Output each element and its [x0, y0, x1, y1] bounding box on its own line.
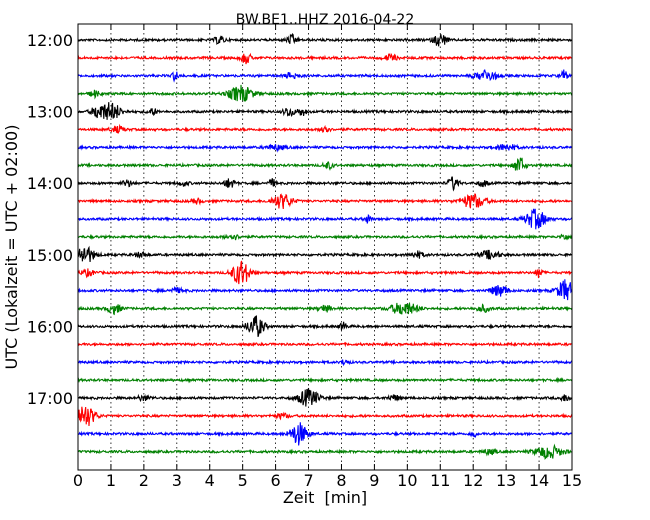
y-tick-label: 17:00: [27, 389, 73, 408]
x-tick-label: 13: [496, 471, 516, 490]
y-axis-label: UTC (Lokalzeit = UTC + 02:00): [2, 125, 21, 370]
trace-12:15: [77, 52, 573, 65]
x-tick-label: 10: [397, 471, 417, 490]
x-tick-label: 0: [73, 471, 83, 490]
y-tick-label: 14:00: [27, 174, 73, 193]
x-tick-label: 2: [139, 471, 149, 490]
y-tick-label: 16:00: [27, 317, 73, 336]
trace-14:30: [77, 208, 573, 230]
chart-title: BW.BE1..HHZ 2016-04-22: [236, 12, 415, 28]
trace-16:30: [77, 358, 573, 367]
trace-13:30: [77, 143, 573, 153]
x-tick-label: 1: [106, 471, 116, 490]
trace-15:30: [77, 279, 573, 301]
plot-frame: [77, 23, 573, 471]
y-axis: 12:00 13:00 14:00 15:00 16:00 17:00: [27, 31, 572, 408]
x-tick-label: 6: [271, 471, 281, 490]
x-tick-label: 7: [303, 471, 313, 490]
trace-13:45: [77, 157, 573, 171]
x-tick-label: 11: [430, 471, 450, 490]
y-tick-label: 15:00: [27, 246, 73, 265]
trace-12:45: [77, 84, 573, 102]
trace-16:00: [77, 315, 573, 338]
trace-15:45: [77, 301, 573, 316]
trace-16:15: [77, 341, 573, 348]
trace-14:15: [77, 193, 573, 210]
trace-14:00: [77, 176, 573, 192]
x-axis: 0 1 2 3 4 5 6 7 8 9 10 11 12 13 14 15: [73, 24, 582, 490]
trace-14:45: [77, 233, 573, 241]
trace-12:30: [77, 69, 573, 83]
x-tick-label: 8: [336, 471, 346, 490]
trace-16:45: [77, 376, 573, 384]
trace-17:45: [77, 443, 573, 460]
x-axis-label: Zeit [min]: [283, 488, 367, 507]
trace-17:15: [77, 406, 573, 427]
trace-15:15: [77, 260, 573, 285]
trace-17:30: [77, 422, 573, 446]
trace-12:00: [77, 32, 573, 47]
y-tick-label: 12:00: [27, 31, 73, 50]
trace-13:00: [77, 102, 573, 120]
trace-17:00: [77, 387, 573, 407]
grid: [110, 24, 540, 470]
y-tick-label: 13:00: [27, 103, 73, 122]
x-tick-label: 9: [369, 471, 379, 490]
x-tick-label: 5: [238, 471, 248, 490]
trace-13:15: [77, 123, 573, 134]
x-tick-label: 15: [562, 471, 582, 490]
x-tick-label: 14: [529, 471, 549, 490]
trace-15:00: [77, 245, 573, 262]
x-tick-label: 4: [205, 471, 215, 490]
traces: [77, 32, 573, 460]
x-tick-label: 12: [463, 471, 483, 490]
x-tick-label: 3: [172, 471, 182, 490]
